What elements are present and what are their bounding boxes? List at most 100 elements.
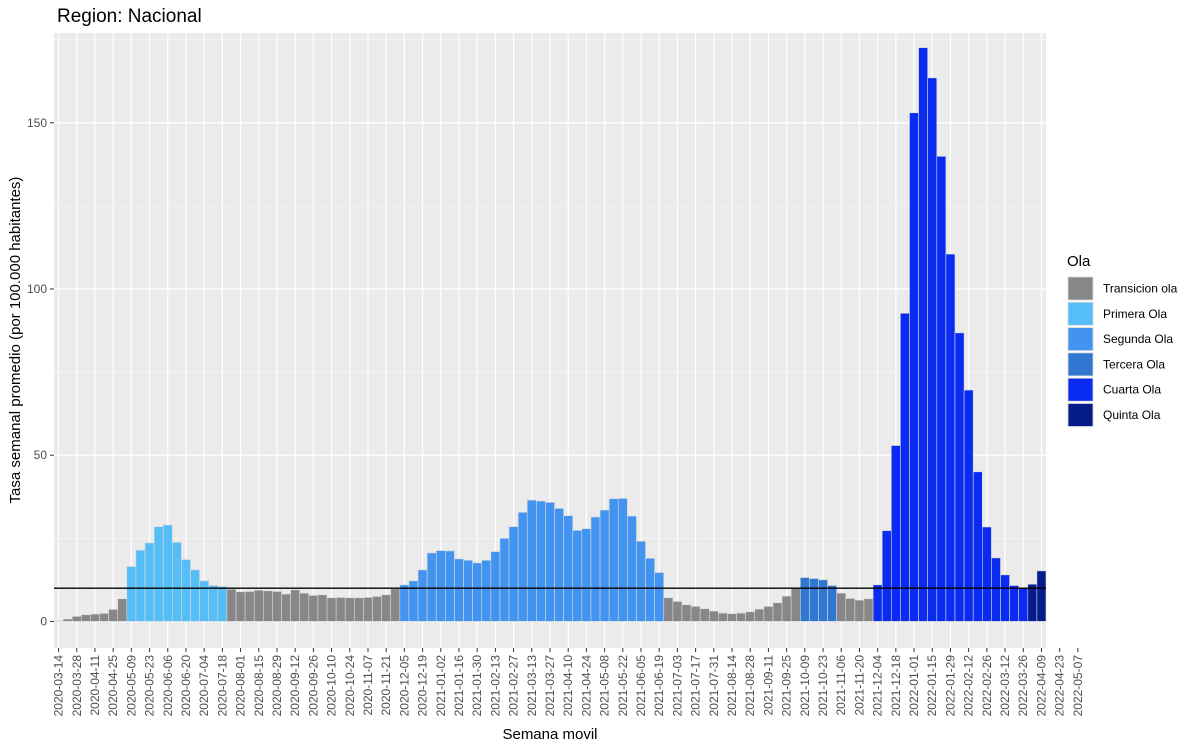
bar [654, 572, 665, 622]
y-tick-label: 50 [34, 448, 48, 462]
x-tick-label: 2021-05-22 [616, 655, 630, 717]
bar [363, 597, 373, 622]
legend-key [1067, 377, 1094, 402]
x-tick-label: 2022-01-01 [907, 655, 921, 717]
x-tick-label: 2020-05-23 [143, 655, 157, 717]
y-tick-label: 150 [27, 116, 47, 130]
bar [836, 592, 847, 622]
bar [390, 588, 401, 622]
bar [563, 515, 574, 622]
bar [809, 578, 819, 622]
bar [1027, 583, 1038, 622]
x-tick-label: 2021-05-08 [598, 655, 612, 717]
bar [981, 526, 992, 622]
bar [936, 156, 947, 622]
bar [554, 508, 564, 622]
bars [53, 47, 1047, 622]
bar [1000, 574, 1010, 622]
bar [372, 596, 382, 622]
chart-title: Region: Nacional [57, 6, 202, 27]
bar [445, 550, 455, 622]
bar [645, 557, 655, 622]
x-tick-label: 2021-03-27 [543, 655, 557, 717]
bar [263, 590, 273, 622]
bar [71, 616, 82, 622]
x-tick-label: 2020-09-26 [306, 655, 320, 717]
x-tick-label: 2020-03-14 [52, 655, 66, 717]
bar [99, 613, 109, 622]
legend: Ola Transicion ola Primera Ola Segunda Ola… [1067, 253, 1178, 427]
x-tick-label: 2021-08-14 [725, 655, 739, 717]
bar [581, 528, 592, 622]
bar [226, 588, 237, 622]
bar [963, 389, 974, 622]
y-tick-label: 0 [40, 614, 47, 628]
x-tick-label: 2020-06-20 [179, 655, 193, 717]
bar [827, 585, 837, 622]
x-tick-label: 2020-07-18 [215, 655, 229, 717]
bar [53, 620, 64, 622]
x-tick-label: 2020-09-12 [288, 655, 302, 717]
bar [499, 537, 510, 622]
x-tick-label: 2022-04-09 [1034, 655, 1048, 717]
legend-label: Cuarta Ola [1103, 383, 1161, 397]
legend-key [1067, 403, 1094, 427]
bar [244, 591, 255, 622]
legend-label: Primera Ola [1103, 307, 1167, 321]
x-tick-label: 2020-08-01 [234, 655, 248, 717]
x-tick-label: 2021-07-03 [670, 655, 684, 717]
bar [854, 599, 865, 622]
bar [972, 471, 983, 622]
bar [663, 597, 674, 622]
x-tick-label: 2020-07-04 [197, 655, 211, 717]
x-axis: 2020-03-14 2020-03-28 2020-04-11 2020-04-25… [52, 648, 1085, 716]
bar [881, 530, 892, 622]
bar [481, 559, 492, 622]
x-tick-label: 2020-11-21 [379, 655, 393, 716]
x-tick-label: 2022-01-29 [943, 655, 957, 717]
bar [108, 609, 119, 622]
x-tick-label: 2021-10-09 [798, 655, 812, 717]
bar [326, 597, 337, 622]
bar [781, 595, 792, 622]
bar [354, 597, 364, 622]
bar [572, 530, 583, 622]
bar [144, 542, 155, 622]
bar [909, 112, 919, 622]
bar [845, 598, 856, 622]
x-tick-label: 2020-10-24 [343, 655, 357, 717]
bar [690, 606, 701, 622]
x-tick-label: 2021-04-24 [579, 655, 593, 717]
bar [435, 550, 446, 622]
legend-label: Transicion ola [1103, 282, 1178, 296]
x-tick-label: 2020-04-25 [106, 655, 120, 717]
x-tick-label: 2021-07-31 [707, 655, 721, 717]
bar [272, 591, 282, 622]
bar [181, 559, 191, 622]
bar [463, 559, 473, 622]
y-axis-title: Tasa semanal promedio (por 100.000 habit… [7, 177, 24, 504]
bar [172, 541, 182, 622]
bar [718, 612, 728, 622]
bar [290, 589, 301, 622]
legend-label: Segunda Ola [1103, 332, 1173, 346]
bar [317, 594, 328, 622]
bar [790, 587, 801, 622]
bar [918, 47, 928, 622]
bar [1018, 587, 1029, 622]
bar [208, 585, 219, 622]
bar [281, 593, 291, 622]
bar [636, 540, 646, 622]
x-tick-label: 2021-07-17 [689, 655, 703, 717]
legend-label: Tercera Ola [1103, 357, 1165, 371]
bar [454, 558, 464, 622]
x-tick-label: 2021-02-13 [488, 655, 502, 717]
y-tick-label: 100 [27, 282, 47, 296]
x-tick-label: 2021-12-18 [889, 655, 903, 717]
bar [736, 612, 746, 622]
bar [754, 608, 765, 622]
bar [617, 498, 628, 622]
bar [890, 445, 901, 622]
x-tick-label: 2021-04-10 [561, 655, 575, 717]
bar [335, 597, 346, 622]
